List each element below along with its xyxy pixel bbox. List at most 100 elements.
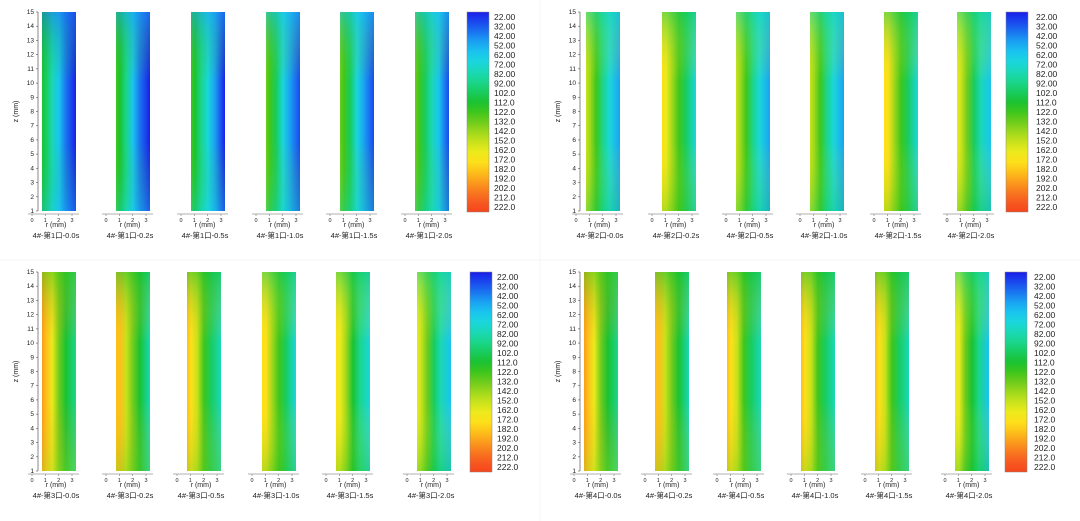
colorbar-tick-label: 152.0 (497, 396, 519, 406)
y-tick-label: 2 (572, 194, 576, 201)
colorbar-tick-label: 192.0 (1034, 434, 1056, 444)
y-tick-label: 4 (572, 165, 576, 172)
colorbar-tick-label: 202.0 (494, 183, 516, 193)
temperature-field-overlay (875, 272, 909, 471)
y-tick-label: 13 (27, 37, 35, 44)
y-tick-label: 9 (30, 354, 34, 361)
strip-caption: 4#-第2口-0.5s (727, 230, 774, 240)
colorbar-tick-label: 132.0 (497, 377, 519, 387)
x-tick-label: 3 (912, 218, 915, 224)
colorbar-tick-label: 142.0 (494, 126, 516, 136)
strip-caption: 4#-第3口-0.0s (33, 490, 80, 500)
y-tick-label: 1 (30, 208, 34, 215)
colorbar-tick-label: 162.0 (1034, 405, 1056, 415)
x-tick-label: 3 (443, 218, 446, 224)
x-tick-label: 1 (342, 218, 345, 224)
colorbar-tick-label: 52.00 (1034, 300, 1056, 310)
colorbar-tick-label: 72.00 (494, 59, 516, 69)
strip-caption: 4#-第1口-0.2s (107, 230, 154, 240)
x-tick-label: 1 (189, 478, 192, 484)
colorbar-tick-label: 202.0 (1036, 183, 1058, 193)
y-tick-label: 3 (572, 180, 576, 187)
x-tick-label: 1 (664, 218, 667, 224)
y-tick-label: 8 (30, 109, 34, 116)
x-axis-label: r (mm) (659, 482, 680, 489)
y-tick-label: 11 (27, 66, 34, 73)
y-tick-label: 8 (572, 109, 576, 116)
x-tick-label: 3 (985, 218, 988, 224)
x-tick-label: 0 (175, 478, 178, 484)
colorbar-tick-label: 162.0 (1036, 145, 1058, 155)
colorbar-tick-label: 72.00 (1036, 59, 1058, 69)
x-tick-label: 2 (742, 478, 745, 484)
strip-caption: 4#-第1口-1.0s (257, 230, 304, 240)
colorbar-tick-label: 122.0 (497, 367, 519, 377)
x-tick-label: 2 (677, 218, 680, 224)
colorbar (1004, 271, 1028, 473)
colorbar-tick-label: 82.00 (1036, 69, 1058, 79)
strip-caption: 4#-第4口-0.5s (718, 490, 765, 500)
x-tick-label: 1 (959, 218, 962, 224)
colorbar-tick-label: 212.0 (1034, 453, 1056, 463)
x-tick-label: 0 (715, 478, 718, 484)
colorbar-tick-label: 162.0 (494, 145, 516, 155)
y-tick-label: 9 (572, 94, 576, 101)
x-tick-label: 0 (403, 218, 406, 224)
x-tick-label: 1 (812, 218, 815, 224)
y-tick-label: 10 (569, 80, 577, 87)
colorbar-tick-label: 142.0 (1036, 126, 1058, 136)
x-axis-label: r (mm) (888, 222, 909, 229)
x-tick-label: 1 (877, 478, 880, 484)
x-tick-label: 0 (724, 218, 727, 224)
x-axis-label: r (mm) (191, 482, 212, 489)
x-tick-label: 1 (264, 478, 267, 484)
x-tick-label: 2 (57, 218, 60, 224)
x-tick-label: 1 (419, 478, 422, 484)
colorbar-tick-label: 92.00 (494, 78, 516, 88)
colorbar-tick-label: 42.00 (494, 31, 516, 41)
colorbar-tick-label: 172.0 (1036, 155, 1058, 165)
y-tick-label: 4 (572, 425, 576, 432)
x-tick-label: 3 (829, 478, 832, 484)
colorbar-tick-label: 142.0 (497, 386, 519, 396)
x-tick-label: 2 (206, 218, 209, 224)
x-tick-label: 0 (650, 218, 653, 224)
strip-caption: 4#-第1口-0.5s (182, 230, 229, 240)
x-tick-label: 1 (193, 218, 196, 224)
x-axis-label: r (mm) (270, 222, 291, 229)
temperature-field-overlay (662, 12, 696, 211)
y-tick-label: 15 (27, 269, 35, 276)
strip-caption: 4#-第4口-2.0s (946, 490, 993, 500)
strip-caption: 4#-第2口-0.0s (577, 230, 624, 240)
temperature-field-overlay (736, 12, 770, 211)
colorbar-tick-label: 112.0 (497, 357, 518, 367)
colorbar-tick-label: 62.00 (497, 310, 519, 320)
x-tick-label: 3 (764, 218, 767, 224)
colorbar-tick-label: 192.0 (494, 174, 516, 184)
colorbar-tick-label: 62.00 (1036, 50, 1058, 60)
x-tick-label: 0 (328, 218, 331, 224)
colorbar (1005, 11, 1029, 213)
colorbar-tick-label: 182.0 (1036, 164, 1058, 174)
y-tick-label: 14 (27, 23, 35, 30)
x-axis-label: r (mm) (731, 482, 752, 489)
y-tick-label: 11 (27, 326, 34, 333)
x-tick-label: 2 (432, 478, 435, 484)
x-axis-label: r (mm) (740, 222, 761, 229)
y-tick-label: 12 (27, 312, 35, 319)
x-tick-label: 0 (324, 478, 327, 484)
strip-caption: 4#-第4口-0.2s (646, 490, 693, 500)
y-tick-label: 15 (569, 9, 577, 16)
temperature-field-overlay (884, 12, 918, 211)
colorbar-tick-label: 132.0 (1034, 377, 1056, 387)
y-tick-label: 15 (569, 269, 577, 276)
colorbar-tick-label: 222.0 (497, 462, 519, 472)
x-tick-label: 1 (586, 478, 589, 484)
strip-caption: 4#-第2口-2.0s (948, 230, 995, 240)
temperature-field-overlay (42, 12, 76, 211)
x-tick-label: 3 (364, 478, 367, 484)
colorbar-tick-label: 122.0 (1034, 367, 1056, 377)
y-tick-label: 15 (27, 9, 35, 16)
x-tick-label: 2 (816, 478, 819, 484)
